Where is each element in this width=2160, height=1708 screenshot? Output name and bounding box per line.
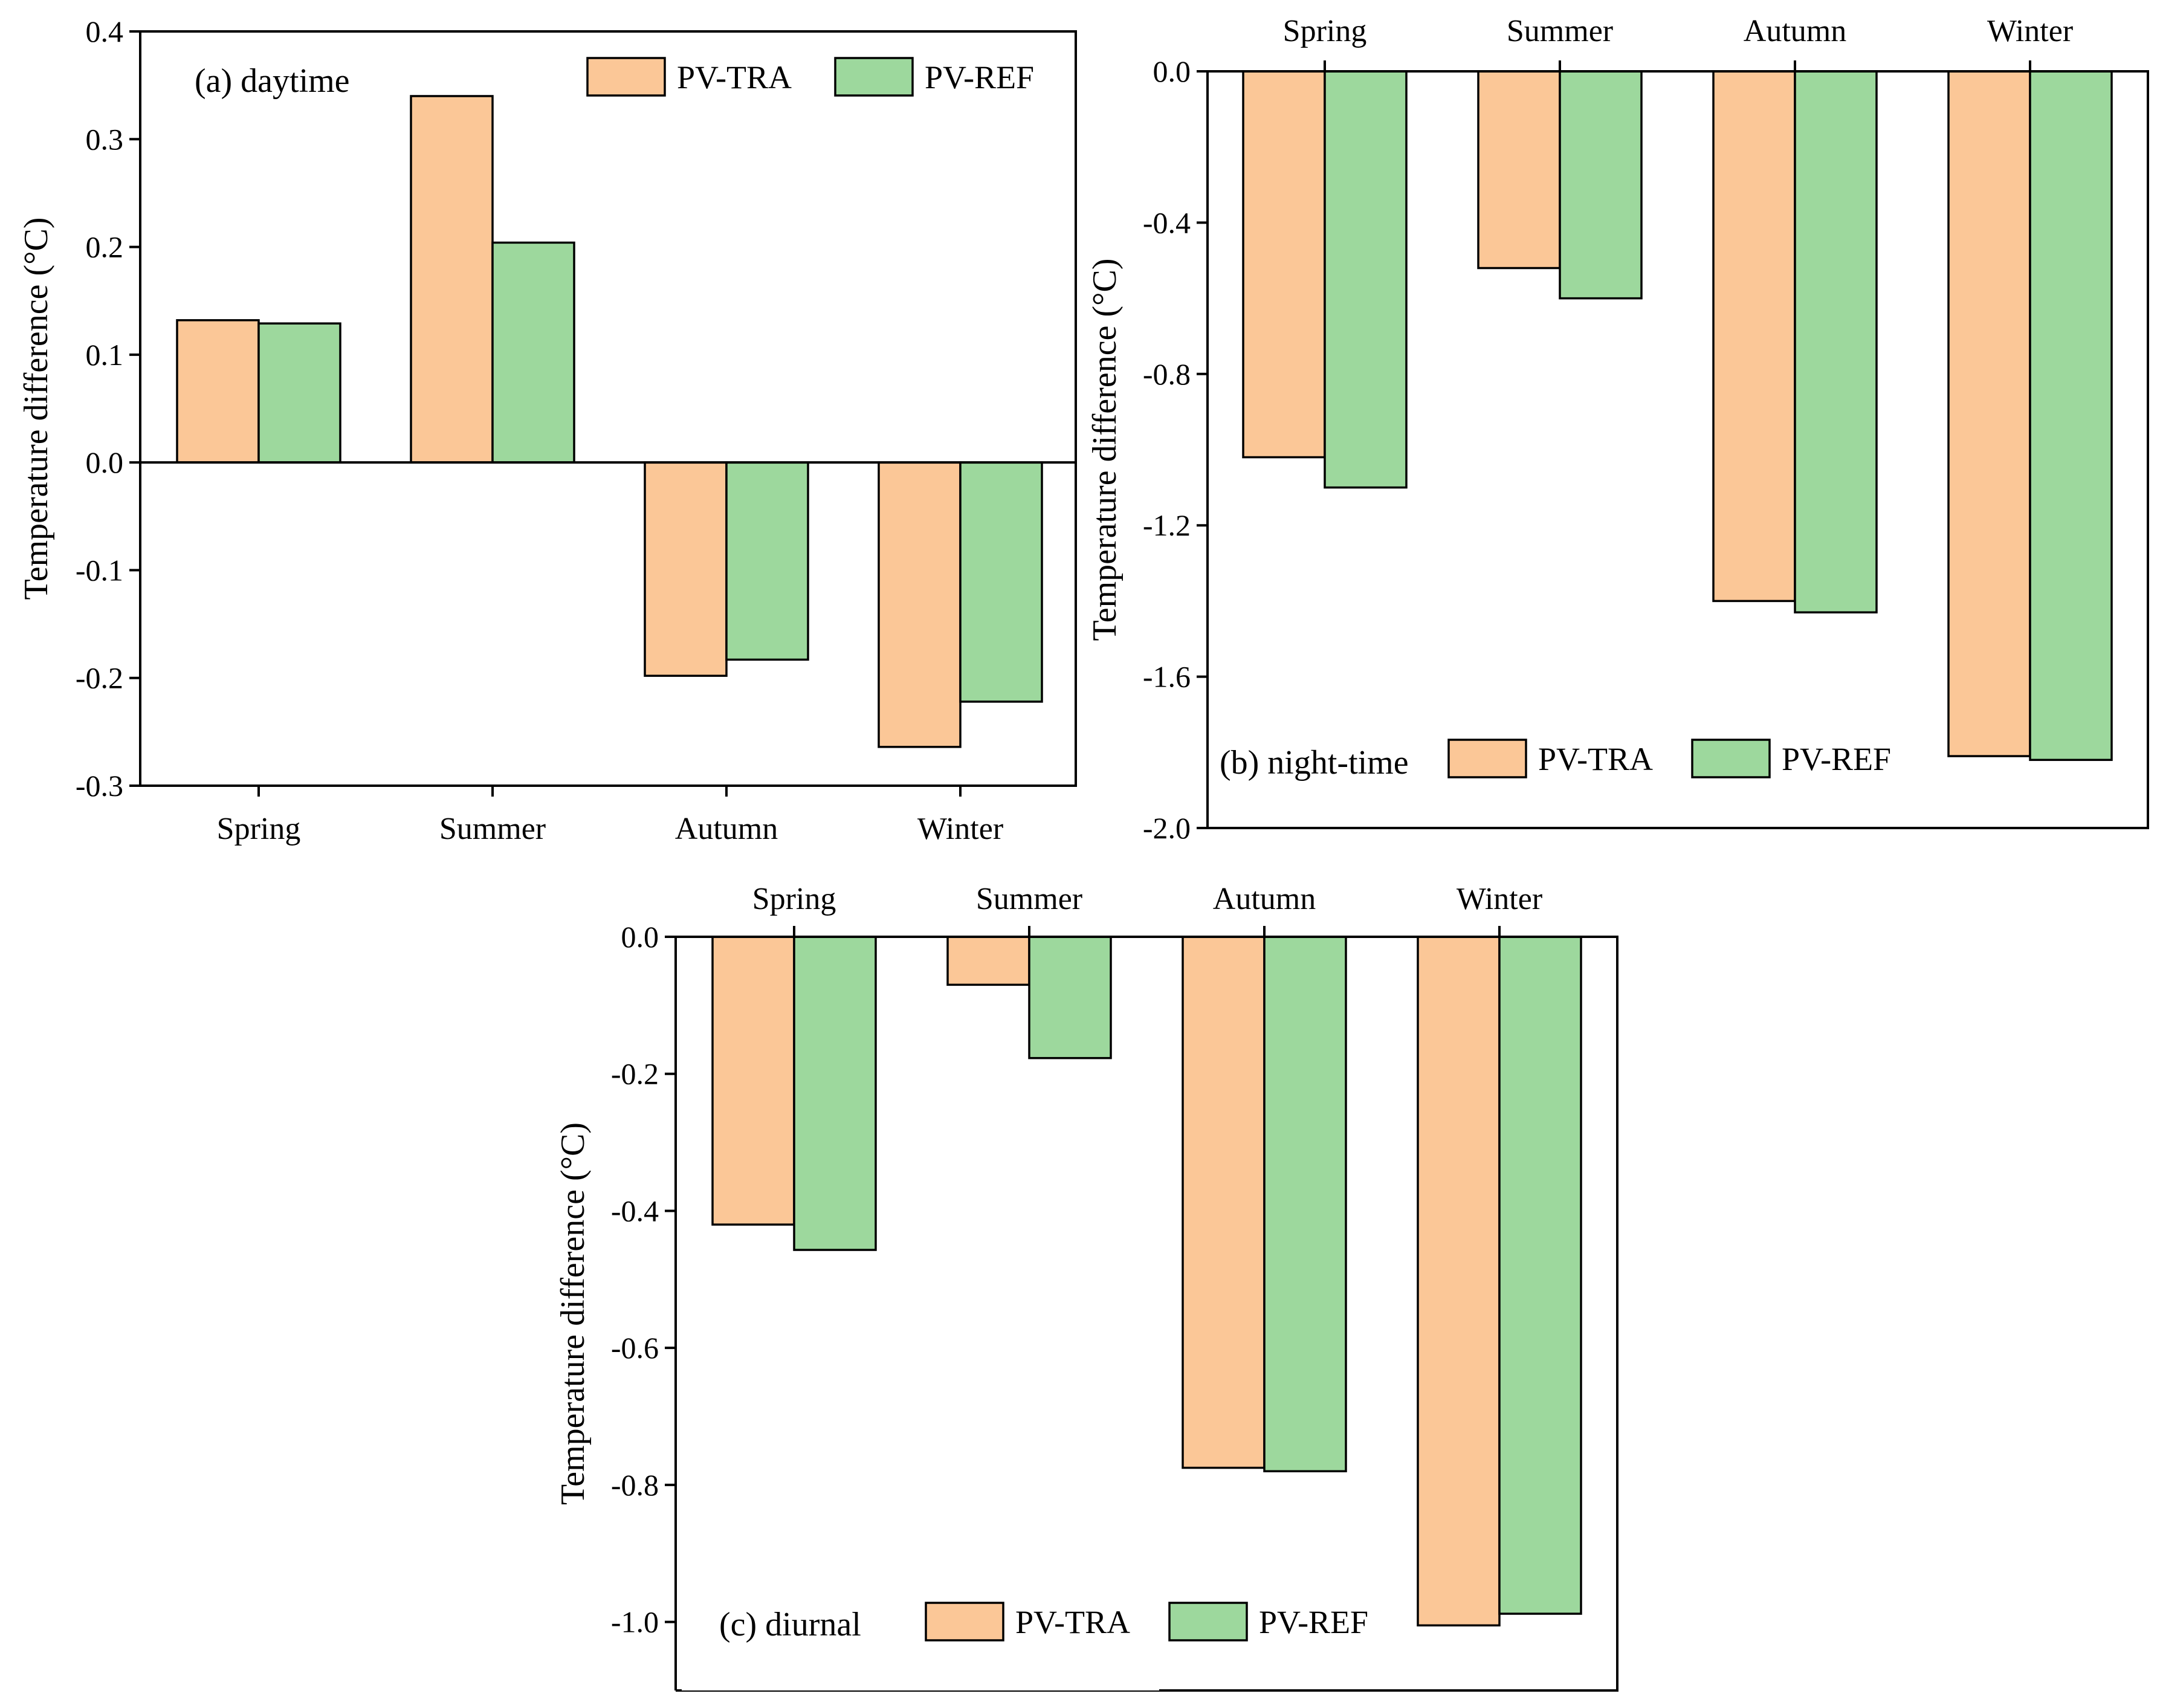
y-tick-label: -0.4 [611, 1194, 659, 1228]
bar-summer-pv-tra [1477, 70, 1561, 270]
bar-spring-pv-tra [176, 319, 260, 464]
bar-spring-pv-tra [711, 936, 795, 1226]
legend-swatch-pv-ref [834, 57, 914, 97]
legend-label-pv-ref: PV-REF [1782, 741, 1891, 777]
panel-c-diurnal: 0.0 -0.2 -0.4 -0.6 -0.8 -1.0 Spring Summer Autum… [554, 882, 1618, 1692]
legend: PV-TRA PV-REF [586, 57, 1034, 97]
bar-autumn-pv-ref [1263, 936, 1347, 1472]
category-label-autumn: Autumn [1744, 14, 1846, 48]
panel-label: (c) diurnal [719, 1606, 861, 1643]
category-label-spring: Spring [217, 812, 301, 846]
panel-label: (a) daytime [195, 62, 350, 100]
bar-summer-pv-tra [410, 95, 494, 464]
legend-background [1214, 729, 1939, 789]
legend-label-pv-tra: PV-TRA [1538, 741, 1653, 777]
bar-summer-pv-ref [1028, 936, 1112, 1059]
legend-swatch-pv-tra [1447, 739, 1527, 778]
legend: PV-TRA PV-REF [1447, 739, 1891, 778]
legend-label-pv-ref: PV-REF [1259, 1604, 1368, 1640]
bar-summer-pv-ref [1559, 70, 1643, 300]
legend-swatch-pv-ref [1691, 739, 1771, 778]
bar-winter-pv-ref [959, 461, 1043, 703]
panel-b-night-time: 0.0 -0.4 -0.8 -1.2 -1.6 -2.0 Spring Summer Autum… [1086, 14, 2149, 845]
y-axis-title: Temperature difference (°C) [18, 217, 55, 600]
legend-background [682, 1591, 1159, 1690]
category-label-winter: Winter [1987, 14, 2073, 48]
y-tick-label: -2.0 [1143, 811, 1191, 845]
legend: PV-TRA PV-REF [925, 1602, 1368, 1642]
legend-label-pv-tra: PV-TRA [1015, 1604, 1130, 1640]
y-tick-label: -0.8 [611, 1468, 659, 1502]
bar-spring-pv-ref [1324, 70, 1408, 489]
y-tick-label: -1.6 [1143, 660, 1191, 694]
legend-label-pv-ref: PV-REF [925, 59, 1034, 95]
y-tick-label: 0.2 [86, 230, 124, 264]
bar-spring-pv-ref [793, 936, 877, 1251]
panel-a-daytime: 0.4 0.3 0.2 0.1 0.0 -0.1 -0.2 -0.3 Spring Summer A… [18, 15, 1077, 846]
y-tick-label: -0.3 [76, 769, 123, 803]
bar-winter-pv-tra [878, 461, 962, 748]
y-axis-title: Temperature difference (°C) [1086, 258, 1124, 641]
bar-autumn-pv-tra [1182, 936, 1266, 1469]
bar-spring-pv-ref [257, 322, 341, 464]
legend-swatch-pv-tra [586, 57, 666, 97]
y-tick-label: 0.0 [621, 920, 659, 954]
bar-winter-pv-tra [1417, 936, 1501, 1627]
category-label-autumn: Autumn [675, 812, 778, 846]
legend-swatch-pv-tra [925, 1602, 1004, 1642]
bar-autumn-pv-ref [1794, 70, 1878, 613]
bar-winter-pv-ref [1498, 936, 1582, 1615]
y-tick-label: 0.0 [1153, 54, 1191, 88]
y-tick-label: -0.2 [611, 1057, 659, 1091]
bar-autumn-pv-tra [644, 461, 728, 677]
y-tick-label: 0.4 [86, 15, 124, 48]
bar-summer-pv-ref [491, 241, 575, 464]
legend-swatch-pv-ref [1168, 1602, 1248, 1642]
bar-summer-pv-tra [946, 936, 1030, 986]
bar-winter-pv-ref [2029, 70, 2113, 762]
bar-winter-pv-tra [1947, 70, 2031, 757]
y-tick-label: -0.4 [1143, 205, 1191, 239]
y-tick-label: -0.1 [76, 553, 123, 587]
y-axis-title: Temperature difference (°C) [554, 1122, 592, 1505]
plot-frame [139, 30, 1077, 787]
bar-autumn-pv-tra [1712, 70, 1796, 603]
category-label-winter: Winter [917, 812, 1003, 846]
category-label-spring: Spring [752, 882, 836, 916]
category-label-summer: Summer [976, 882, 1082, 916]
panel-label: (b) night-time [1220, 744, 1409, 781]
bar-autumn-pv-ref [725, 461, 809, 661]
legend-label-pv-tra: PV-TRA [677, 59, 792, 95]
category-label-winter: Winter [1457, 882, 1542, 916]
y-tick-label: -0.8 [1143, 357, 1191, 391]
y-tick-label: 0.3 [86, 122, 124, 156]
category-label-spring: Spring [1283, 14, 1367, 48]
category-label-summer: Summer [1507, 14, 1613, 48]
y-tick-label: -1.0 [611, 1605, 659, 1639]
y-tick-label: -0.2 [76, 661, 123, 695]
y-tick-label: 0.1 [86, 338, 124, 372]
y-tick-label: 0.0 [86, 445, 124, 479]
category-label-summer: Summer [439, 812, 546, 846]
bar-spring-pv-tra [1242, 70, 1326, 459]
y-tick-label: -0.6 [611, 1331, 659, 1365]
category-label-autumn: Autumn [1213, 882, 1316, 916]
y-tick-label: -1.2 [1143, 508, 1191, 542]
